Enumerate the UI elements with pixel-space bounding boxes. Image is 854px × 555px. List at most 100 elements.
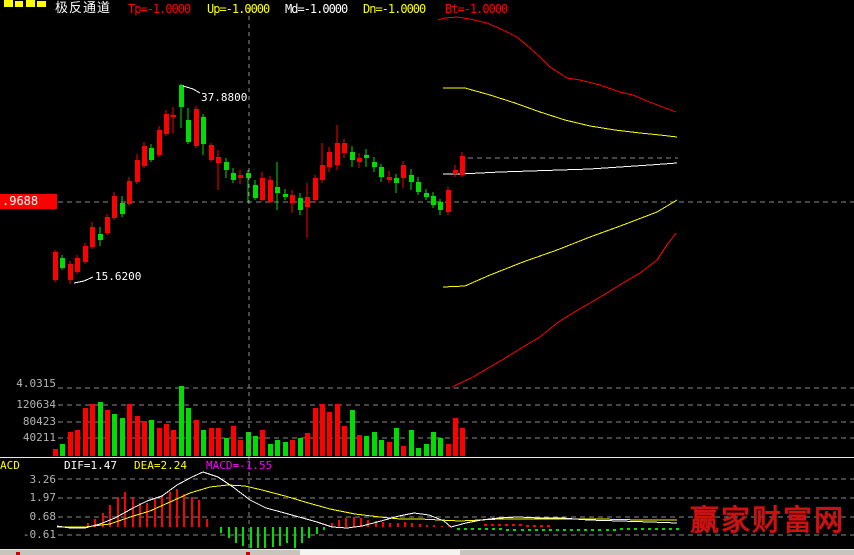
volume-bar: [209, 428, 214, 456]
macd-axis-label: 3.26: [29, 473, 57, 486]
volume-bar: [320, 404, 325, 456]
volume-bar: [157, 428, 162, 456]
current-price-tag: .9688: [0, 194, 57, 209]
band-bottom-yellow: [442, 199, 678, 288]
macd-dea-value: DEA=2.24: [134, 459, 187, 472]
macd-indicator-name[interactable]: ACD: [0, 459, 20, 472]
volume-bar: [60, 444, 65, 456]
macd-dot-down: [499, 528, 502, 530]
volume-axis-label: 120634: [16, 398, 56, 411]
volume-bar: [238, 440, 243, 456]
macd-dot-down: [669, 528, 672, 530]
macd-dot-down: [591, 529, 594, 531]
volume-bar: [387, 442, 392, 456]
volume-bar: [164, 424, 169, 456]
candle-body: [209, 145, 214, 160]
param-tp: Tp=-1.0000: [128, 2, 191, 16]
candle-body: [394, 178, 399, 183]
candle-body: [194, 109, 199, 146]
date-axis-mark: [16, 552, 20, 555]
macd-dot-down: [542, 529, 545, 531]
candle-body: [283, 194, 288, 197]
candle-body: [60, 258, 65, 268]
volume-bar: [305, 433, 310, 456]
volume-bar: [120, 418, 125, 456]
candle-body: [231, 173, 236, 180]
low-annotation-line: [73, 276, 94, 284]
macd-dot-down: [584, 529, 587, 531]
volume-bar: [357, 435, 362, 456]
site-watermark: 赢家财富网: [690, 503, 846, 537]
low-annotation: 15.6200: [95, 270, 142, 283]
volume-bar: [216, 428, 221, 456]
param-up: Up=-1.0000: [207, 2, 270, 16]
candle-body: [127, 181, 132, 204]
volume-bar: [142, 421, 147, 456]
candle-body: [201, 117, 206, 144]
volume-bar: [350, 410, 355, 456]
candle-body: [416, 182, 421, 192]
macd-dot-down: [655, 528, 658, 530]
candle-body: [246, 173, 251, 178]
volume-axis-label: 40211: [22, 431, 56, 444]
candle-body: [298, 198, 303, 210]
candle-body: [357, 158, 362, 162]
indicator-name[interactable]: 极反通道: [55, 1, 112, 16]
macd-dot-down: [464, 528, 467, 530]
macd-dot-up: [540, 525, 543, 527]
candle-body: [409, 175, 414, 182]
band-top-yellow: [443, 87, 678, 138]
clipped-toolbar-glyphs: [4, 0, 13, 7]
volume-bar: [290, 440, 295, 456]
candle-body: [171, 115, 176, 117]
candle-body: [164, 114, 169, 134]
macd-dot-down: [606, 529, 609, 531]
volume-bar: [105, 410, 110, 456]
macd-dot-down: [457, 528, 460, 530]
band-mid-white: [443, 162, 678, 175]
volume-bar: [224, 438, 229, 456]
macd-dot-down: [535, 529, 538, 531]
volume-bar: [171, 430, 176, 456]
candle-body: [275, 187, 280, 193]
candle-body: [460, 156, 465, 175]
volume-bar: [83, 408, 88, 456]
volume-bar: [438, 438, 443, 456]
macd-dot-down: [521, 529, 524, 531]
clipped-toolbar-glyphs: [15, 1, 23, 7]
high-annotation: 37.8800: [201, 91, 248, 104]
macd-dot-down: [613, 529, 616, 531]
volume-bar: [98, 402, 103, 456]
horizontal-scrollbar-track[interactable]: [0, 550, 854, 555]
candle-body: [98, 234, 103, 240]
dea-line: [57, 484, 677, 528]
volume-bar: [68, 432, 73, 456]
volume-bar: [446, 444, 451, 456]
clipped-toolbar-glyphs: [37, 1, 46, 7]
param-dn: Dn=-1.0000: [363, 2, 426, 16]
candle-body: [305, 197, 310, 207]
candle-body: [238, 175, 243, 178]
horizontal-scrollbar-thumb[interactable]: [300, 550, 460, 555]
volume-bar: [364, 436, 369, 456]
macd-dot-up: [547, 525, 550, 527]
candle-body: [268, 180, 273, 202]
param-md: Md=-1.0000: [285, 2, 348, 16]
date-axis-mark: [246, 552, 250, 555]
volume-bar: [394, 428, 399, 456]
volume-axis-label: 80423: [22, 415, 56, 428]
volume-bar: [335, 404, 340, 456]
volume-bar: [342, 426, 347, 456]
volume-bar: [201, 430, 206, 456]
volume-bar: [460, 428, 465, 456]
macd-dot-down: [549, 529, 552, 531]
candle-body: [387, 177, 392, 180]
macd-dot-down: [577, 529, 580, 531]
candle-body: [75, 258, 80, 272]
macd-dot-down: [556, 529, 559, 531]
volume-bar: [90, 404, 95, 456]
macd-dot-down: [620, 528, 623, 530]
dif-line: [56, 471, 678, 529]
candle-body: [135, 160, 140, 182]
